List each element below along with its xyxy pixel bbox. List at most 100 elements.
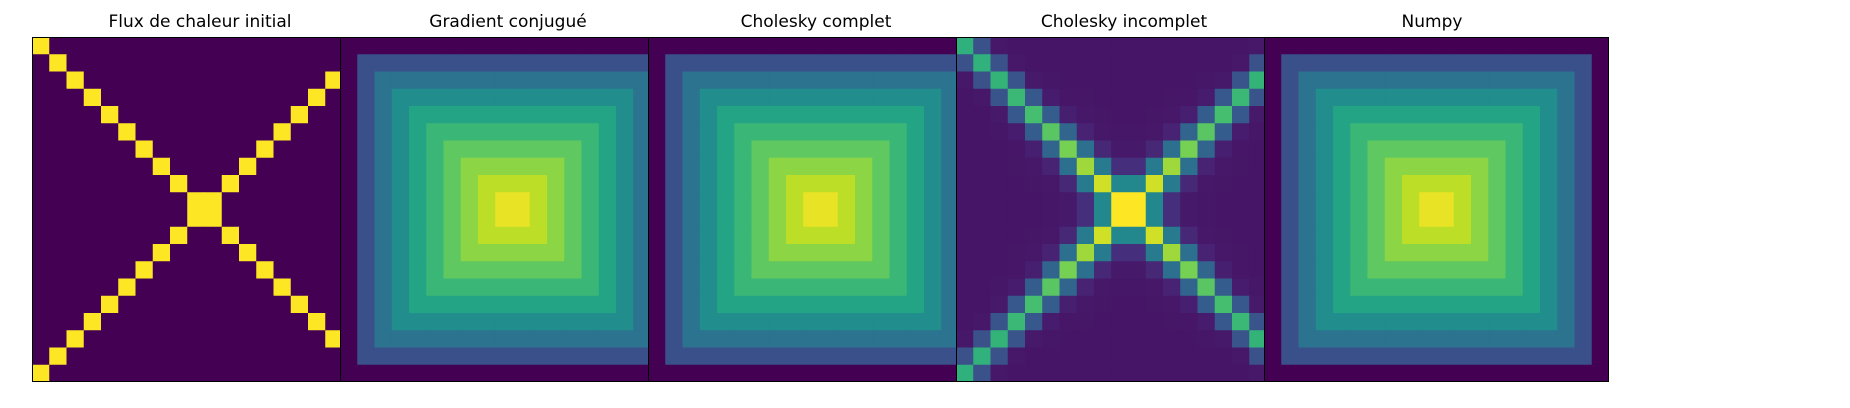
heatmap-cell	[49, 244, 68, 262]
heatmap-cell	[340, 140, 358, 159]
heatmap-cell	[187, 244, 206, 262]
heatmap-cell	[855, 54, 873, 73]
heatmap-cell	[512, 192, 531, 211]
heatmap-cell	[889, 88, 908, 107]
heatmap-cell	[956, 209, 974, 228]
heatmap-cell	[1488, 313, 1507, 331]
heatmap-cell	[1128, 209, 1147, 228]
heatmap-cell	[717, 54, 735, 73]
heatmap-cell	[1197, 157, 1216, 176]
heatmap-cell	[1574, 209, 1593, 228]
heatmap-cell	[1522, 244, 1541, 262]
heatmap-cell	[855, 175, 873, 193]
heatmap-cell	[478, 295, 496, 314]
heatmap-cell	[682, 123, 701, 142]
heatmap-cell	[924, 192, 942, 211]
heatmap-cell	[273, 140, 292, 159]
heatmap-numpy	[1264, 37, 1609, 382]
heatmap-cell	[547, 330, 565, 349]
heatmap-cell	[820, 226, 839, 245]
heatmap-cell	[325, 278, 344, 297]
heatmap-cell	[872, 278, 891, 297]
heatmap-cell	[768, 54, 787, 73]
heatmap-cell	[1505, 226, 1524, 245]
heatmap-cell	[837, 226, 856, 245]
heatmap-cell	[391, 71, 410, 90]
heatmap-cell	[357, 192, 376, 211]
heatmap-cell	[1264, 313, 1282, 331]
heatmap-cell	[1249, 71, 1268, 90]
heatmap-cell	[1059, 226, 1078, 245]
heatmap-cell	[665, 364, 684, 382]
heatmap-cell	[1180, 278, 1199, 297]
heatmap-cell	[170, 88, 188, 107]
heatmap-cell	[1094, 88, 1112, 107]
heatmap-cell	[1298, 175, 1317, 193]
heatmap-cell	[1094, 123, 1112, 142]
heatmap-cell	[1367, 37, 1386, 55]
heatmap-cell	[204, 157, 223, 176]
heatmap-cell	[906, 192, 925, 211]
heatmap-cell	[990, 313, 1009, 331]
heatmap-cell	[357, 37, 376, 55]
heatmap-cell	[699, 106, 718, 124]
heatmap-cell	[443, 140, 462, 159]
heatmap-cell	[170, 313, 188, 331]
heatmap-cell	[290, 37, 309, 55]
heatmap-cell	[426, 175, 445, 193]
heatmap-cell	[1540, 295, 1558, 314]
heatmap-cell	[340, 71, 358, 90]
heatmap-cell	[581, 244, 600, 262]
heatmap-cell	[152, 71, 171, 90]
heatmap-cell	[547, 278, 565, 297]
heatmap-cell	[648, 175, 666, 193]
heatmap-cell	[512, 347, 531, 366]
heatmap-cell	[768, 295, 787, 314]
heatmap-cell	[941, 175, 960, 193]
heatmap-cell	[1505, 140, 1524, 159]
heatmap-cell	[1076, 278, 1095, 297]
heatmap-cell	[308, 295, 326, 314]
heatmap-cell	[1402, 123, 1420, 142]
heatmap-cell	[426, 106, 445, 124]
heatmap-cell	[1094, 209, 1112, 228]
heatmap-cell	[1025, 209, 1043, 228]
heatmap-cell	[290, 295, 309, 314]
heatmap-cell	[1145, 226, 1164, 245]
heatmap-cell	[872, 209, 891, 228]
heatmap-cell	[990, 244, 1009, 262]
heatmap-cell	[1264, 157, 1282, 176]
heatmap-cell	[1453, 209, 1472, 228]
heatmap-cell	[1419, 88, 1438, 107]
heatmap-cell	[460, 313, 479, 331]
heatmap-cell	[1540, 330, 1558, 349]
heatmap-cell	[460, 364, 479, 382]
heatmap-cell	[956, 244, 974, 262]
heatmap-cell	[1249, 330, 1268, 349]
heatmap-cell	[1145, 278, 1164, 297]
heatmap-cell	[1025, 140, 1043, 159]
heatmap-cell	[1402, 295, 1420, 314]
heatmap-cell	[49, 209, 68, 228]
heatmap-cell	[325, 192, 344, 211]
heatmap-cell	[1488, 140, 1507, 159]
heatmap-cell	[239, 123, 257, 142]
heatmap-cell	[924, 261, 942, 280]
heatmap-cell	[1163, 209, 1181, 228]
heatmap-cell	[1232, 37, 1250, 55]
heatmap-cell	[135, 261, 154, 280]
heatmap-cell	[273, 364, 292, 382]
heatmap-cell	[1315, 106, 1334, 124]
heatmap-cell	[751, 37, 770, 55]
heatmap-cell	[872, 88, 891, 107]
heatmap-cell	[308, 123, 326, 142]
heatmap-cell	[1298, 278, 1317, 297]
heatmap-cell	[1522, 330, 1541, 349]
heatmap-cell	[152, 106, 171, 124]
heatmap-cell	[1453, 88, 1472, 107]
heatmap-cell	[633, 106, 652, 124]
heatmap-cell	[598, 313, 617, 331]
heatmap-cell	[872, 295, 891, 314]
heatmap-cell	[1471, 123, 1489, 142]
heatmap-cell	[665, 295, 684, 314]
